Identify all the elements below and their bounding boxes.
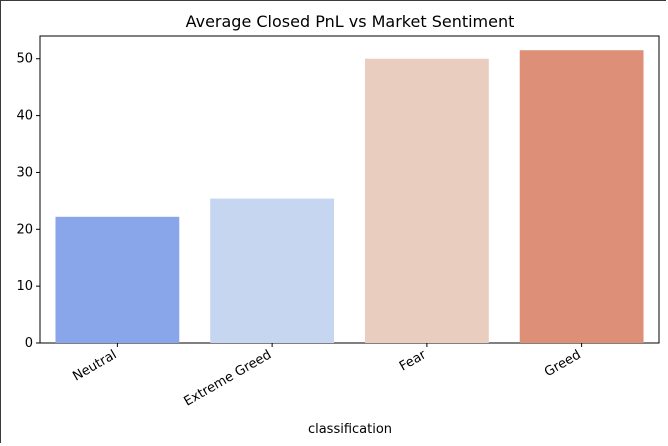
bar-extreme-greed	[210, 198, 335, 343]
plot-area: 0 10 20 30 40 50 Neutral Extreme Greed Fear Greed	[16, 35, 660, 410]
bar-fear	[364, 58, 489, 343]
y-tick-label: 20	[16, 222, 33, 237]
x-tick-label: Extreme Greed	[182, 347, 275, 409]
y-tick-label: 30	[16, 165, 33, 180]
x-tick-label: Fear	[397, 347, 429, 374]
y-tick-label: 40	[16, 109, 33, 124]
x-tick-label: Neutral	[70, 347, 119, 384]
y-tick-label: 10	[16, 279, 33, 294]
y-tick-label: 50	[16, 52, 33, 67]
chart-title: Average Closed PnL vs Market Sentiment	[186, 12, 515, 31]
bar-neutral	[55, 216, 180, 343]
x-tick-label: Greed	[542, 347, 584, 380]
bar-greed	[519, 50, 644, 344]
axes-frame	[39, 35, 660, 344]
y-tick-label: 0	[25, 336, 33, 351]
x-axis-label: classification	[308, 422, 392, 437]
